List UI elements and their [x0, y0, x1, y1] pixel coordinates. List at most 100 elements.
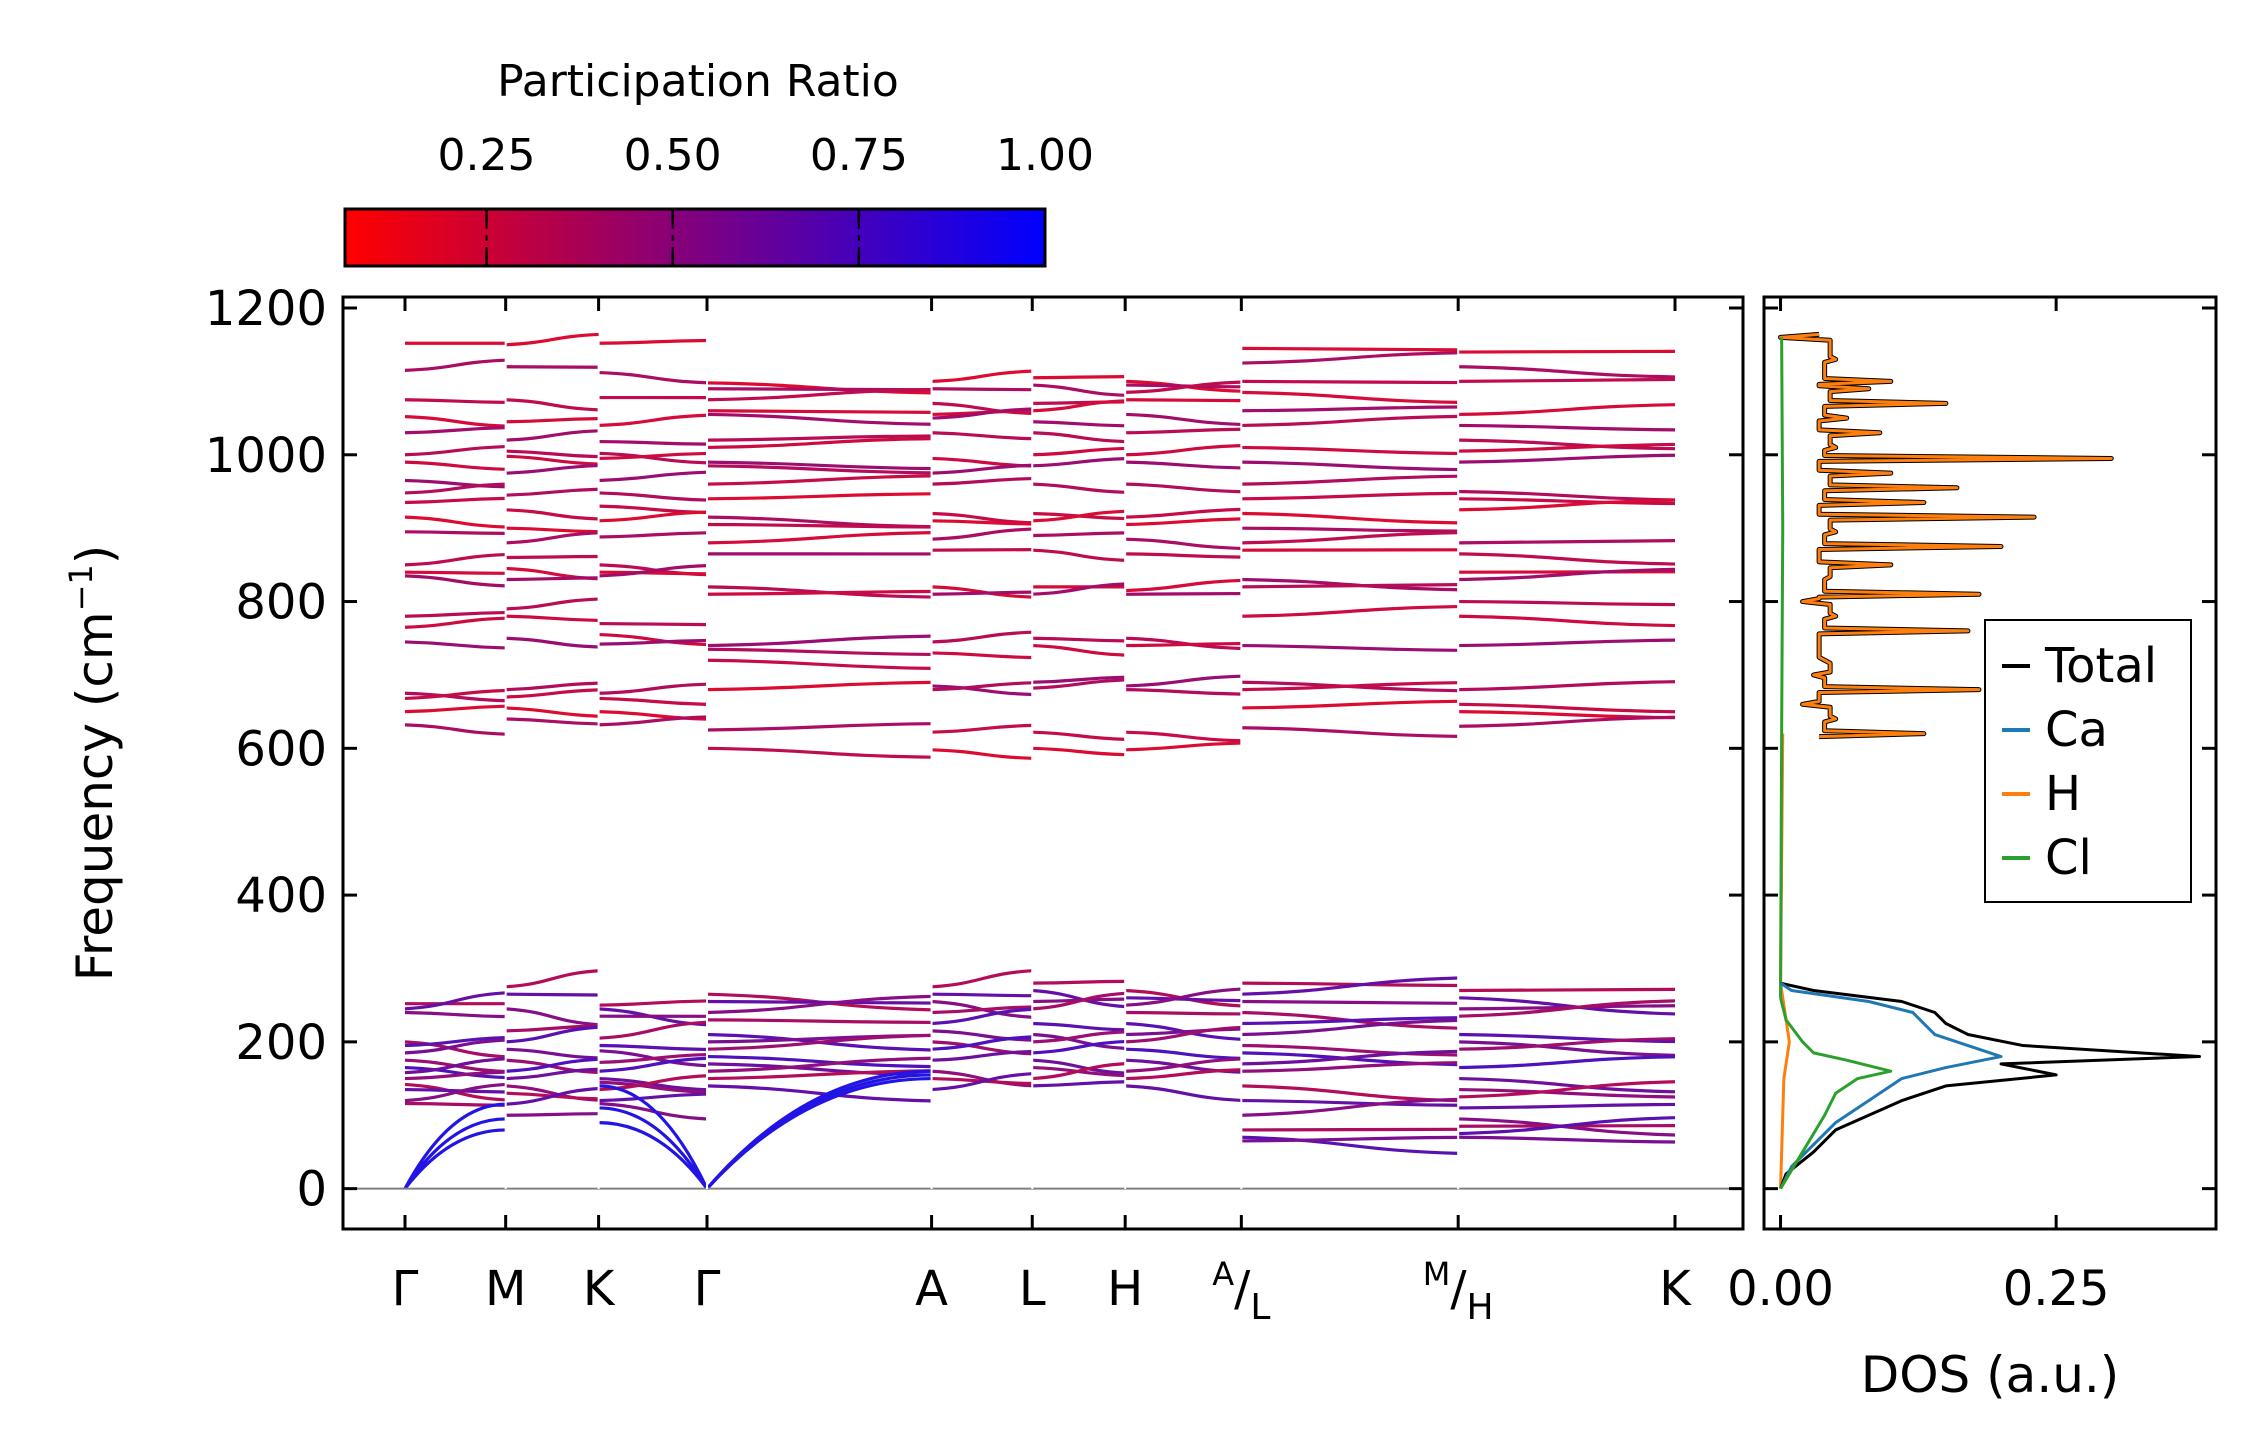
band-line: [931, 1072, 1033, 1092]
band-line: [1032, 548, 1126, 562]
k-label-upper: A: [1212, 1255, 1234, 1293]
dos-panel: 0.00 0.25 DOS (a.u.) Total Ca H Cl: [1727, 295, 2218, 1404]
band-line: [505, 717, 599, 726]
band-line: [1458, 1055, 1676, 1070]
band-line: [598, 999, 708, 1007]
band-plot-frame: [341, 295, 1745, 1231]
band-line: [1125, 987, 1242, 1007]
band-line: [404, 496, 506, 505]
dos-ca-line: [1779, 981, 2003, 1190]
band-line: [598, 370, 708, 385]
band-line: [505, 597, 599, 611]
band-line: [505, 454, 599, 466]
band-line: [404, 570, 506, 575]
band-line: [1032, 431, 1126, 444]
band-line: [1125, 460, 1242, 470]
band-line: [404, 723, 506, 736]
band-line: [1125, 412, 1242, 427]
band-line: [505, 1057, 599, 1073]
band-line: [505, 526, 599, 534]
band-line: [931, 723, 1033, 734]
band-y-axis-title-sup: −1: [62, 564, 100, 611]
dos-x-tick-label: 0.00: [1727, 1261, 1834, 1317]
band-line: [1458, 442, 1676, 453]
band-line: [1458, 999, 1676, 1018]
band-line: [1458, 1135, 1676, 1144]
band-line: [1032, 1080, 1126, 1088]
band-line: [1032, 531, 1126, 538]
band-line: [706, 658, 932, 670]
band-line: [931, 463, 1033, 475]
band-line: [505, 554, 599, 560]
y-tick-label: 400: [235, 868, 327, 924]
band-line: [505, 992, 599, 997]
band-line: [931, 1007, 1033, 1026]
k-label-lower: H: [1467, 1287, 1494, 1328]
legend-label: H: [2045, 766, 2081, 822]
band-line: [1241, 351, 1459, 365]
band-line: [1125, 1025, 1242, 1044]
band-line: [1241, 1127, 1459, 1132]
band-line: [1125, 674, 1242, 688]
band-line: [931, 527, 1033, 541]
band-line: [1458, 1116, 1676, 1136]
band-line: [1458, 453, 1676, 464]
band-line: [931, 969, 1033, 989]
band-line: [1125, 996, 1242, 1003]
band-line: [1241, 643, 1459, 652]
band-line: [1241, 405, 1459, 413]
band-line: [1125, 380, 1242, 395]
band-line: [1241, 1043, 1459, 1057]
band-line: [1458, 438, 1676, 451]
band-line: [1241, 1016, 1459, 1026]
band-line: [598, 451, 708, 465]
band-line: [1241, 1135, 1459, 1143]
band-line: [706, 634, 932, 648]
band-line: [706, 1054, 932, 1069]
band-line: [1125, 537, 1242, 551]
band-line: [404, 444, 506, 457]
band-line: [1458, 497, 1676, 506]
band-line: [931, 748, 1033, 760]
colorbar-gradient: [343, 207, 1047, 268]
band-line: [931, 1035, 1033, 1051]
band-line: [706, 412, 932, 426]
legend: Total Ca H Cl: [1984, 619, 2192, 903]
band-line: [706, 746, 932, 759]
acoustic-band-line: [403, 1128, 506, 1190]
k-tick-label: M/H: [1423, 1255, 1494, 1328]
colorbar-tick-label: 0.75: [810, 130, 908, 181]
legend-label: Ca: [2045, 702, 2108, 758]
band-line: [1125, 688, 1242, 696]
band-line: [1125, 552, 1242, 559]
band-line: [404, 482, 506, 495]
band-line: [706, 460, 932, 471]
band-line: [598, 439, 708, 446]
band-line: [1458, 1080, 1676, 1099]
acoustic-band-line: [598, 1120, 709, 1190]
band-line: [1032, 509, 1126, 523]
band-line: [598, 1043, 708, 1052]
band-line: [706, 531, 932, 545]
band-line: [1125, 1068, 1242, 1081]
band-line: [1125, 741, 1242, 752]
band-line: [505, 681, 599, 692]
band-line: [1458, 552, 1676, 566]
band-line: [1241, 1061, 1459, 1073]
colorbar-tick-label: 1.00: [996, 130, 1094, 181]
band-line: [706, 1084, 932, 1103]
band-line: [1032, 988, 1126, 1009]
band-line: [1125, 591, 1242, 596]
k-tick-label: L: [1019, 1261, 1046, 1317]
band-lines: [403, 332, 1676, 1190]
band-line: [404, 1065, 506, 1080]
dos-plot-frame: [1762, 295, 2218, 1231]
band-y-axis-title-main: Frequency (cm: [66, 611, 124, 981]
band-line: [404, 415, 506, 428]
band-y-axis-title: Frequency (cm−1): [62, 545, 124, 982]
band-line: [505, 429, 599, 442]
band-line: [1125, 1010, 1242, 1016]
band-line: [1458, 423, 1676, 432]
